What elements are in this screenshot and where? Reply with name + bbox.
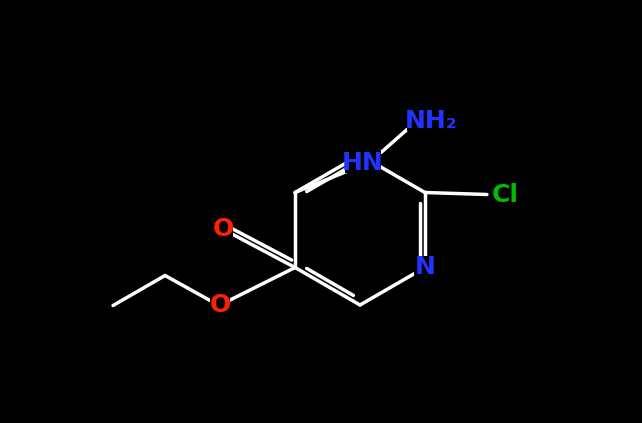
FancyBboxPatch shape (407, 110, 455, 132)
Text: Cl: Cl (492, 182, 519, 206)
Text: NH₂: NH₂ (404, 109, 457, 132)
Text: O: O (209, 294, 230, 318)
FancyBboxPatch shape (414, 256, 436, 278)
Text: O: O (213, 217, 234, 242)
Text: HN: HN (342, 151, 384, 175)
FancyBboxPatch shape (210, 294, 230, 316)
FancyBboxPatch shape (490, 184, 520, 206)
FancyBboxPatch shape (345, 151, 381, 173)
FancyBboxPatch shape (213, 219, 233, 241)
Text: N: N (415, 255, 435, 280)
